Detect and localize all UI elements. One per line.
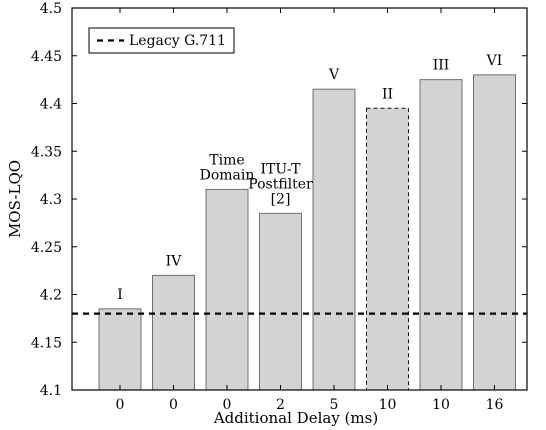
bar-label-1-line-1: I [117, 287, 123, 303]
bar-label-8-line-1: VI [486, 53, 503, 69]
y-tick-label-6: 4.35 [31, 144, 62, 160]
bar-label-3-line-1: Time [209, 152, 244, 168]
y-axis-title: MOS-LQO [6, 160, 24, 238]
legend-legacy-g711-label: Legacy G.711 [129, 33, 226, 49]
x-axis-title: Additional Delay (ms) [213, 409, 378, 427]
y-tick-label-2: 4.15 [31, 335, 62, 351]
y-tick-label-1: 4.1 [40, 383, 62, 399]
bar-2 [152, 274, 195, 391]
x-tick-label-7: 10 [432, 397, 450, 413]
x-tick-label-3: 0 [223, 397, 232, 413]
x-tick-label-2: 0 [169, 397, 178, 413]
y-tick-label-5: 4.3 [40, 192, 62, 208]
x-tick-label-8: 16 [486, 397, 504, 413]
bar-label-4-line-3: [2] [271, 191, 291, 207]
bar-label-3-line-2: Domain [200, 167, 255, 183]
bar-1 [98, 308, 142, 391]
bar-label-5-line-1: V [328, 67, 340, 83]
x-tick-label-6: 10 [379, 397, 397, 413]
bar-label-2-line-1: IV [166, 253, 183, 269]
x-tick-label-5: 5 [330, 397, 339, 413]
bar-label-6-line-1: II [382, 86, 393, 102]
legend-layer: Legacy G.711 [88, 27, 235, 54]
y-tick-label-7: 4.4 [40, 97, 62, 113]
bars-layer [72, 74, 527, 391]
bar-3 [205, 188, 249, 391]
x-tick-label-4: 2 [276, 397, 285, 413]
bar-5 [312, 88, 356, 391]
y-tick-label-4: 4.25 [31, 240, 62, 256]
y-tick-label-9: 4.5 [40, 1, 62, 17]
bar-8 [473, 74, 516, 391]
legend-box [88, 27, 235, 54]
bar-label-4-line-2: Postfilter [248, 176, 313, 192]
bar-4 [259, 212, 302, 391]
y-tick-label-8: 4.45 [31, 49, 62, 65]
x-tick-label-1: 0 [116, 397, 125, 413]
axes-layer: 4.1 4.15 4.2 4.25 4.3 4.35 4.4 4.45 4.5 0 0 0 2 5 10 10… [31, 1, 528, 413]
bar-6 [366, 107, 409, 391]
bar-7 [419, 79, 463, 391]
bar-label-7-line-1: III [433, 58, 450, 74]
bar-label-4-line-1: ITU-T [261, 161, 302, 177]
y-tick-label-3: 4.2 [40, 288, 62, 304]
